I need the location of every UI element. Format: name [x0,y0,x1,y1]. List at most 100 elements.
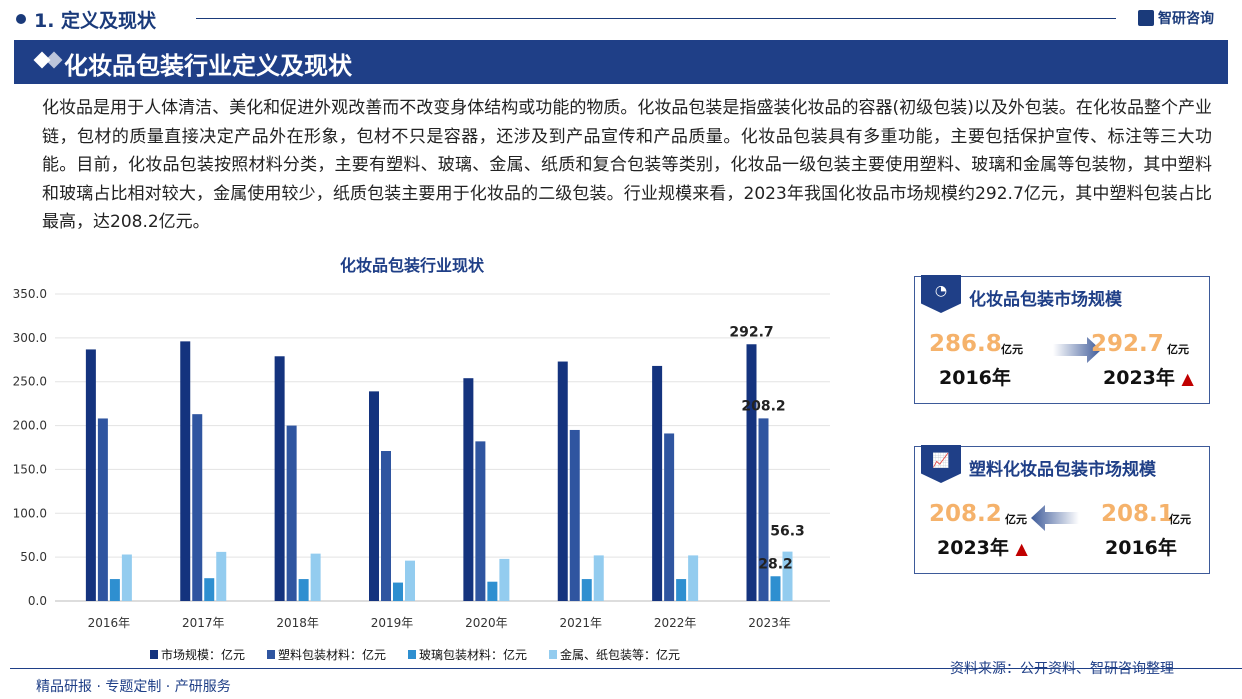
y-tick-label: 200.0 [13,419,47,433]
bar-2-2020年 [475,441,486,601]
top-bar: 1. 定义及现状 智研咨询 [0,0,1242,38]
x-tick-label: 2023年 [748,616,791,630]
x-tick-label: 2017年 [182,616,225,630]
logo-text: 智研咨询 [1158,11,1214,27]
unit: 亿元 [1001,343,1023,356]
legend-label: 市场规模：亿元 [161,648,246,662]
x-tick-label: 2020年 [465,616,508,630]
bar-1-2023年 [746,344,757,601]
bar-2-2021年 [569,429,580,601]
divider [10,668,1242,669]
bar-3-2021年 [581,579,592,601]
legend-item: 市场规模：亿元 [150,646,245,663]
section-title: 1. 定义及现状 [34,10,157,32]
bar-3-2022年 [676,579,687,601]
growth-chart-icon: 📈 [921,445,961,483]
description-paragraph: 化妆品是用于人体清洁、美化和促进外观改善而不改变身体结构或功能的物质。化妆品包装… [42,98,1212,232]
legend-swatch [549,650,558,659]
value-2016: 286.8 [929,331,1002,357]
value-2023: 292.7 [1091,331,1164,357]
bar-4-2018年 [310,553,321,601]
legend-item: 金属、纸包装等：亿元 [549,646,680,663]
data-label: 208.2 [741,398,785,414]
arrow-up-icon: ▲ [1181,369,1194,388]
x-tick-label: 2022年 [654,616,697,630]
bar-1-2017年 [180,341,191,601]
card-title: 化妆品包装市场规模 [969,290,1122,310]
bar-2-2019年 [381,451,391,601]
bullet-icon [16,14,26,24]
bar-2-2023年 [758,418,769,601]
bar-1-2020年 [463,378,474,601]
unit: 亿元 [1005,513,1027,526]
footer-slogan: 精品研报 · 专题定制 · 产研服务 [36,679,231,695]
x-tick-label: 2016年 [88,616,131,630]
bar-1-2016年 [85,349,96,601]
y-tick-label: 300.0 [13,331,47,345]
bar-4-2022年 [688,555,699,601]
bar-4-2020年 [499,558,510,601]
logo-icon [1138,10,1154,26]
unit: 亿元 [1167,343,1189,356]
bar-4-2016年 [121,554,132,601]
divider [196,18,1116,19]
plastic-market-size-card: 📈 塑料化妆品包装市场规模 208.2 亿元 2023年 ▲ 208.1 亿元 … [914,445,1210,574]
card-title: 塑料化妆品包装市场规模 [969,460,1156,480]
legend-swatch [408,650,417,659]
bar-2-2022年 [664,433,675,601]
value-2016: 208.1 [1101,501,1174,527]
value-2023: 208.2 [929,501,1002,527]
diamond-icon [45,51,63,69]
bar-4-2021年 [593,555,604,601]
chart-legend: 市场规模：亿元 塑料包装材料：亿元 玻璃包装材料：亿元 金属、纸包装等：亿元 [150,646,680,663]
source-note: 资料来源：公开资料、智研咨询整理 [950,661,1174,677]
year-label: 2023年 [937,537,1009,559]
bar-4-2019年 [405,560,415,601]
x-tick-label: 2021年 [559,616,602,630]
legend-item: 塑料包装材料：亿元 [267,646,386,663]
y-tick-label: 0.0 [28,594,47,608]
bar-2-2018年 [286,425,297,601]
y-tick-label: 100.0 [13,506,47,520]
bar-chart: 0.0 50.0 100.0 150.0 200.0 250.0 300.0 350.0 201… [13,287,830,630]
bar-3-2019年 [393,582,403,601]
bar-2-2016年 [97,418,108,601]
bar-3-2016年 [109,579,120,601]
chart-title: 化妆品包装行业现状 [340,256,485,275]
page-title: 化妆品包装行业定义及现状 [64,52,352,80]
market-size-card: ◔ 化妆品包装市场规模 286.8 亿元 2016年 292.7 亿元 2023… [914,275,1210,404]
title-banner: 化妆品包装行业定义及现状 [14,40,1228,84]
data-label: 28.2 [758,556,793,572]
arrow-left-icon [1031,505,1079,531]
y-tick-label: 250.0 [13,375,47,389]
bar-4-2017年 [216,551,227,601]
bar-1-2021年 [557,361,568,601]
bar-3-2023年 [770,576,781,601]
legend-item: 玻璃包装材料：亿元 [408,646,527,663]
y-tick-label: 50.0 [20,550,47,564]
legend-swatch [150,650,158,659]
data-label: 292.7 [729,324,773,340]
year-label: 2016年 [939,367,1011,389]
logo: 智研咨询 [1138,8,1214,28]
legend-label: 玻璃包装材料：亿元 [419,648,528,662]
year-label: 2023年 [1103,367,1175,389]
x-tick-label: 2019年 [371,616,414,630]
data-label: 56.3 [770,524,805,540]
bar-1-2022年 [652,365,663,601]
arrow-right-icon [1053,337,1101,363]
x-tick-label: 2018年 [276,616,319,630]
y-tick-label: 350.0 [13,287,47,301]
arrow-up-icon: ▲ [1015,539,1028,558]
y-tick-label: 150.0 [13,462,47,476]
year-label: 2016年 [1105,537,1177,559]
unit: 亿元 [1169,513,1191,526]
legend-swatch [267,650,276,659]
bar-3-2018年 [298,579,309,601]
bar-1-2019年 [369,391,379,601]
legend-label: 金属、纸包装等：亿元 [560,648,681,662]
bar-3-2017年 [204,578,215,601]
bar-4-2023年 [782,551,793,601]
chart-donut-icon: ◔ [921,275,961,313]
legend-label: 塑料包装材料：亿元 [278,648,387,662]
